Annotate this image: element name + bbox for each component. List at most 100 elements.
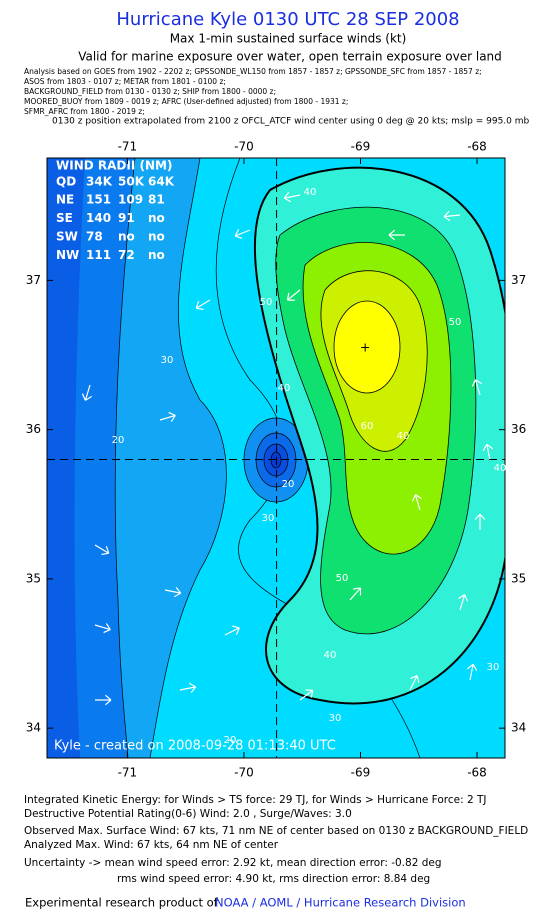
- y-tick-label: 37: [511, 273, 526, 287]
- radii-cell: 109: [118, 193, 143, 207]
- position-note: 0130 z position extrapolated from 2100 z…: [52, 117, 530, 127]
- radii-cell: no: [148, 211, 165, 225]
- contour-label: 20: [224, 735, 237, 746]
- wind-field: [47, 158, 505, 758]
- contour-label: 30: [487, 662, 500, 673]
- x-tick-label: -68: [467, 766, 487, 780]
- footer-line: Analyzed Max. Wind: 67 kts, 64 nm NE of …: [24, 839, 279, 851]
- contour-label: 40: [494, 463, 507, 474]
- wind-arrows: [81, 191, 494, 706]
- x-tick-label: -70: [234, 766, 254, 780]
- x-tick-label: -68: [467, 140, 487, 154]
- radii-cell: no: [148, 230, 165, 244]
- wind-arrow: [482, 443, 494, 461]
- analysis-line: Analysis based on GOES from 1902 - 2202 …: [24, 67, 482, 76]
- radii-cell: no: [148, 248, 165, 262]
- contour-low: [47, 158, 85, 758]
- y-tick-label: 34: [26, 721, 41, 735]
- wind-arrow: [95, 694, 112, 706]
- wind-arrow: [195, 299, 211, 311]
- subtitle: Valid for marine exposure over water, op…: [78, 50, 502, 64]
- contour-label: 30: [262, 513, 275, 524]
- radii-cell: no: [118, 230, 135, 244]
- subtitle: Max 1-min sustained surface winds (kt): [170, 32, 407, 46]
- wind-arrow: [411, 494, 422, 511]
- contour-label: 50: [260, 297, 273, 308]
- wind-arrow: [94, 544, 110, 556]
- vortex: [270, 451, 282, 469]
- radii-header: 34K: [86, 175, 113, 189]
- x-tick-label: -71: [118, 140, 138, 154]
- contour-label: 30: [329, 713, 342, 724]
- contour-label: 20: [282, 479, 295, 490]
- radii-cell: NE: [56, 193, 74, 207]
- wind-arrow: [349, 587, 362, 601]
- wind-arrow: [224, 625, 240, 636]
- footer-line: Observed Max. Surface Wind: 67 kts, 71 n…: [24, 825, 528, 837]
- wind-arrow: [164, 586, 182, 598]
- y-tick-label: 36: [26, 422, 41, 436]
- analysis-line: MOORED_BUOY from 1809 - 0019 z; AFRC (Us…: [24, 97, 348, 106]
- radii-cell: 111: [86, 248, 111, 262]
- analysis-line: ASOS from 1803 - 0107 z; METAR from 1801…: [24, 77, 226, 86]
- footer-line: Integrated Kinetic Energy: for Winds > T…: [24, 794, 486, 806]
- wind-arrow: [179, 682, 197, 694]
- plot-frame: [46, 157, 506, 759]
- y-tick-label: 34: [511, 721, 526, 735]
- product-prefix: Experimental research product of: [25, 896, 219, 910]
- wind-radii: WIND RADII (NM) QD 34K 50K 64K NE 151 109 81 SE 14…: [56, 159, 175, 263]
- wind-arrow: [409, 675, 420, 691]
- y-tick-label: 37: [26, 273, 41, 287]
- footer-line: Destructive Potential Rating(0-6) Wind: …: [24, 808, 352, 820]
- radii-cell: 151: [86, 193, 111, 207]
- y-tick-label: 36: [511, 422, 526, 436]
- max-wind-marker: [361, 343, 370, 352]
- contour-65: [333, 300, 401, 394]
- y-tick-label: 35: [26, 571, 41, 585]
- radii-cell: 91: [118, 211, 135, 225]
- wind-arrow: [159, 411, 176, 422]
- analysis-line: BACKGROUND_FIELD from 0130 - 0130 z; SHI…: [24, 87, 276, 96]
- wind-arrow: [443, 210, 461, 222]
- wind-arrow: [471, 379, 482, 396]
- x-tick-label: -71: [118, 766, 138, 780]
- radii-cell: SE: [56, 211, 73, 225]
- wind-arrow: [299, 689, 314, 701]
- wind-arrow: [474, 513, 486, 530]
- contour-label: 20: [112, 435, 125, 446]
- radii-header: QD: [56, 175, 76, 189]
- wind-arrow: [94, 623, 111, 634]
- contour-label: 40: [278, 383, 291, 394]
- wind-arrow: [234, 229, 251, 239]
- y-tick-label: 35: [511, 571, 526, 585]
- wind-arrow: [388, 229, 405, 241]
- radii-cell: 81: [148, 193, 165, 207]
- contour-label: 50: [449, 317, 462, 328]
- chart-title: Hurricane Kyle 0130 UTC 28 SEP 2008: [116, 9, 459, 30]
- analysis-line: SFMR_AFRC from 1800 - 2019 z;: [24, 107, 145, 116]
- footer-line: rms wind speed error: 4.90 kt, rms direc…: [117, 873, 430, 885]
- radii-cell: SW: [56, 230, 78, 244]
- contour-label: 30: [161, 355, 174, 366]
- contour-label: 40: [304, 187, 317, 198]
- radii-cell: NW: [56, 248, 79, 262]
- radii-cell: 72: [118, 248, 135, 262]
- wind-arrow: [466, 663, 478, 681]
- radii-cell: 78: [86, 230, 103, 244]
- contour-label: 60: [361, 421, 374, 432]
- x-tick-label: -69: [351, 766, 371, 780]
- radii-header: 50K: [118, 175, 145, 189]
- contour-label: 40: [397, 431, 410, 442]
- footer-line: Uncertainty -> mean wind speed error: 2.…: [24, 857, 442, 869]
- credit: Kyle - created on 2008-09-28 01:13:40 UT…: [54, 739, 336, 754]
- wind-arrow: [286, 289, 301, 301]
- wind-arrow: [81, 384, 92, 401]
- radii-title: WIND RADII (NM): [56, 159, 172, 173]
- wind-arrow: [283, 191, 301, 203]
- product-org: NOAA / AOML / Hurricane Research Divisio…: [215, 896, 466, 910]
- contour-label: 40: [324, 650, 337, 661]
- x-tick-label: -69: [351, 140, 371, 154]
- wind-arrow: [458, 594, 469, 611]
